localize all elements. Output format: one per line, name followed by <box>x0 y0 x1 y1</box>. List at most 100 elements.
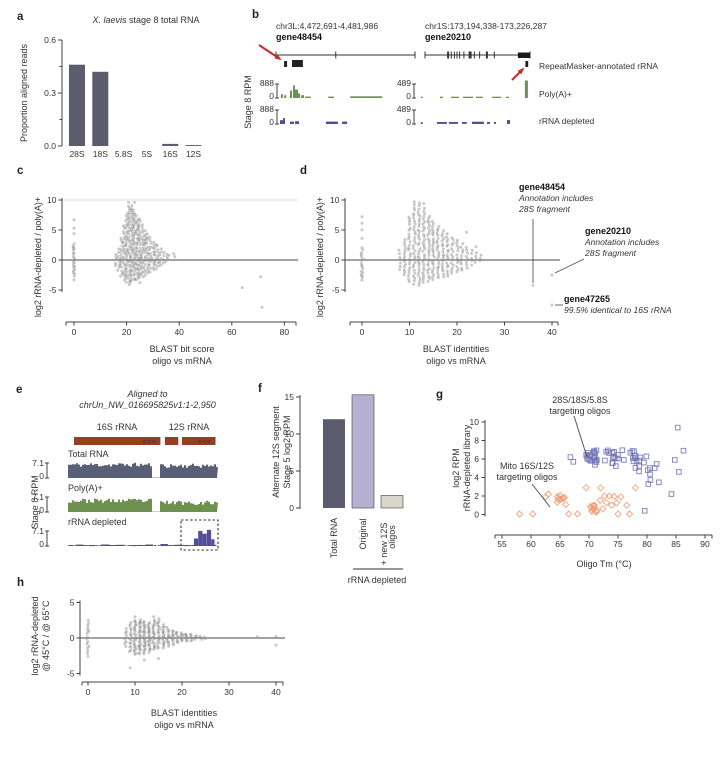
panel-a-plot: 0.0 0.3 0.6 28S 18S 5.8S 5S 16S 12S <box>44 35 202 159</box>
svg-text:10: 10 <box>405 327 415 337</box>
panel-d-callout-gene47265-name: gene47265 <box>564 294 611 304</box>
panel-f-y-axis-label-line1: Alternate 12S segment <box>270 406 281 498</box>
panel-h-x-axis-label-line2: oligo vs mRNA <box>154 720 214 730</box>
panel-d-callout-gene20210-desc2: 28S fragment <box>585 248 637 258</box>
panel-e-title-line2: chrUn_NW_016695825v1:1-2,950 <box>79 400 216 410</box>
svg-text:<<<: <<< <box>143 439 157 446</box>
panel-b-scale-left-polya-max: 888 <box>259 78 274 88</box>
panel-g-annotation-blue-line1: 28S/18S/5.8S <box>552 395 608 405</box>
panel-b-scale-right-depleted-zero: 0 <box>406 117 411 127</box>
panel-d-x-axis-label-line2: oligo vs mRNA <box>426 356 486 366</box>
panel-e-scale-total-zero: 0 <box>39 471 44 481</box>
svg-text:65: 65 <box>555 539 565 549</box>
svg-text:10: 10 <box>330 195 340 205</box>
panel-a-letter: a <box>17 11 24 23</box>
panel-f-plot: 0 5 10 15 <box>285 392 404 570</box>
svg-text:30: 30 <box>224 687 234 697</box>
panel-e-rrna-bars: <<< <<< <box>74 437 216 446</box>
panel-f-y-axis-label-line2: Stage 5 log2 RPM <box>281 415 292 489</box>
panel-g-x-axis-label: Oligo Tm (°C) <box>576 559 632 569</box>
panel-a-title-species: X. laevis <box>92 15 127 25</box>
svg-text:90: 90 <box>700 539 710 549</box>
panel-b-region-left: chr3L:4,472,691-4,481,986 <box>276 21 379 31</box>
svg-text:8: 8 <box>474 436 479 446</box>
svg-text:20: 20 <box>122 327 132 337</box>
panel-e-label-16s: 16S rRNA <box>96 422 138 432</box>
panel-c-letter: c <box>17 165 24 177</box>
panel-d-plot: -5 0 5 10 0 10 20 30 40 <box>330 195 560 337</box>
svg-text:4: 4 <box>474 473 479 483</box>
panel-h-letter: h <box>17 577 25 589</box>
panel-c-x-axis-label-line1: BLAST bit score <box>149 344 215 354</box>
svg-text:0.3: 0.3 <box>44 88 56 98</box>
svg-text:85: 85 <box>671 539 681 549</box>
panel-e-y-axis-label: Stage 8 RPM <box>29 475 40 529</box>
svg-text:-5: -5 <box>332 285 340 295</box>
panel-g-letter: g <box>436 389 444 401</box>
panel-h-x-axis-label-line1: BLAST identities <box>150 708 218 718</box>
panel-b-gene-right: gene20210 <box>425 32 472 42</box>
panel-d-callout-gene48454-desc2: 28S fragment <box>519 204 571 214</box>
svg-text:10: 10 <box>470 417 480 427</box>
panel-d-letter: d <box>300 165 308 177</box>
panel-f-category-new-oligos-line2: oligos <box>386 525 397 549</box>
svg-text:15: 15 <box>285 392 295 402</box>
panel-f-letter: f <box>258 383 262 395</box>
svg-text:5.8S: 5.8S <box>115 149 133 159</box>
panel-e-track-label-total: Total RNA <box>68 449 109 459</box>
panel-e-plot <box>45 462 219 551</box>
panel-b-letter: b <box>252 9 260 21</box>
svg-text:30: 30 <box>500 327 510 337</box>
svg-text:60: 60 <box>526 539 536 549</box>
svg-text:16S: 16S <box>163 149 178 159</box>
panel-f-group-label: rRNA depleted <box>347 575 407 585</box>
panel-b-track-label-depleted: rRNA depleted <box>539 116 595 126</box>
svg-text:80: 80 <box>280 327 290 337</box>
svg-text:20: 20 <box>177 687 187 697</box>
panel-d-callout-gene48454-desc1: Annotation includes <box>519 193 594 203</box>
svg-text:5: 5 <box>335 225 340 235</box>
panel-c-plot: -5 0 5 10 0 20 40 60 80 <box>47 195 298 337</box>
svg-text:28S: 28S <box>69 149 84 159</box>
panel-e-scale-total-max: 7.1 <box>32 458 44 468</box>
svg-text:0: 0 <box>52 255 57 265</box>
panel-b-gene-left: gene48454 <box>276 32 323 42</box>
panel-b-scale-left-depleted-zero: 0 <box>269 117 274 127</box>
panel-e-scale-polya-zero: 0 <box>39 505 44 515</box>
svg-text:0: 0 <box>70 633 75 643</box>
panel-d-callout-leaders <box>532 219 585 306</box>
svg-text:40: 40 <box>547 327 557 337</box>
panel-g-annotation-leaders <box>531 415 588 508</box>
panel-h-y-axis-label-line2: @ 45°C / @ 65°C <box>40 600 51 672</box>
panel-d-callout-gene47265-desc1: 99.5% identical to 16S rRNA <box>564 305 672 315</box>
svg-text:2: 2 <box>474 491 479 501</box>
panel-c-x-axis-label-line2: oligo vs mRNA <box>152 356 212 366</box>
panel-h-plot: -5 0 5 0 10 20 30 40 <box>67 598 285 697</box>
panel-b-scale-right-depleted-max: 489 <box>396 104 411 114</box>
svg-text:5S: 5S <box>142 149 153 159</box>
panel-b-track-label-polya: Poly(A)+ <box>539 89 572 99</box>
svg-text:0: 0 <box>335 255 340 265</box>
panel-g-plot: 0 2 4 6 8 10 55 60 65 70 75 80 85 90 <box>470 417 713 549</box>
panel-b-tracks <box>275 51 531 125</box>
svg-text:-5: -5 <box>67 669 75 679</box>
panel-d-y-axis-label: log2 rRNA-depleted / poly(A)+ <box>314 196 325 318</box>
panel-b-region-right: chr1S:173,194,338-173,226,287 <box>425 21 547 31</box>
svg-text:18S: 18S <box>93 149 108 159</box>
panel-b-scale-right-polya-max: 489 <box>396 78 411 88</box>
svg-text:5: 5 <box>289 466 294 476</box>
panel-g-annotation-blue-line2: targeting oligos <box>549 406 611 416</box>
panel-c-y-axis-label: log2 rRNA-depleted / poly(A)+ <box>32 196 43 318</box>
panel-e-title-line1: Aligned to <box>127 389 168 399</box>
svg-text:10: 10 <box>285 429 295 439</box>
svg-text:20: 20 <box>452 327 462 337</box>
panel-d-callout-gene20210-desc1: Annotation includes <box>585 237 660 247</box>
svg-text:60: 60 <box>227 327 237 337</box>
panel-e-label-12s: 12S rRNA <box>168 422 210 432</box>
svg-text:40: 40 <box>174 327 184 337</box>
panel-b-scale-right-polya-zero: 0 <box>406 91 411 101</box>
svg-text:0: 0 <box>72 327 77 337</box>
panel-e-track-label-polya: Poly(A)+ <box>68 483 103 493</box>
